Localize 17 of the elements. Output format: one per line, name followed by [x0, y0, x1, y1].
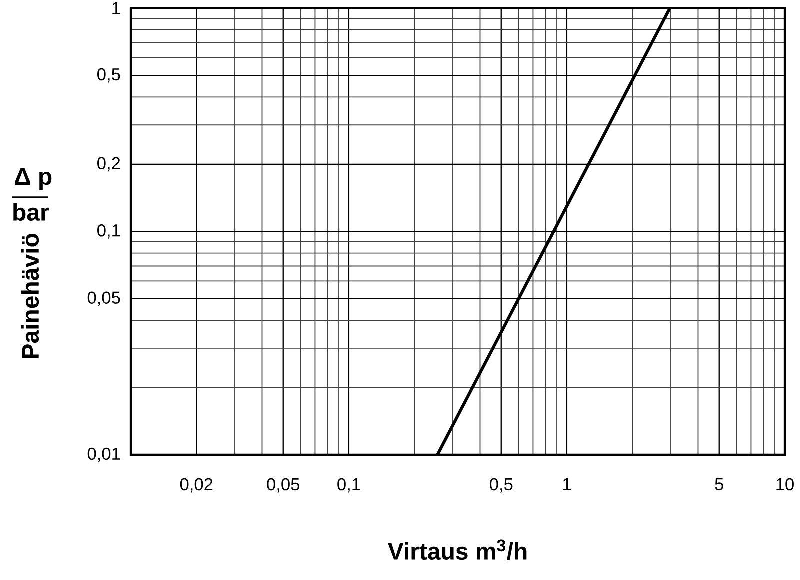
y-tick-label: 0,2	[98, 157, 120, 172]
text: Δ p	[15, 168, 52, 190]
y-tick-label: 0,05	[88, 292, 120, 306]
x-tick-label: 5	[715, 478, 724, 490]
x-tick-label: 0,1	[338, 478, 360, 493]
y-tick-label: 0,5	[98, 68, 120, 83]
y-tick-label: 0,01	[88, 448, 120, 462]
y-axis-title: Painehäviö	[21, 234, 40, 358]
x-axis-title: Virtaus m$^{3}$/h	[388, 540, 527, 560]
x-tick-label: 0,5	[490, 478, 513, 493]
y-tick-label: 0,1	[98, 224, 120, 239]
y-tick-label: 1	[112, 2, 120, 14]
x-tick-label: 0,02	[180, 478, 213, 493]
x-tick-label: 10	[776, 478, 794, 491]
x-tick-label: 1	[563, 478, 571, 490]
text: bar	[14, 203, 49, 221]
x-tick-label: 0,05	[267, 478, 300, 493]
